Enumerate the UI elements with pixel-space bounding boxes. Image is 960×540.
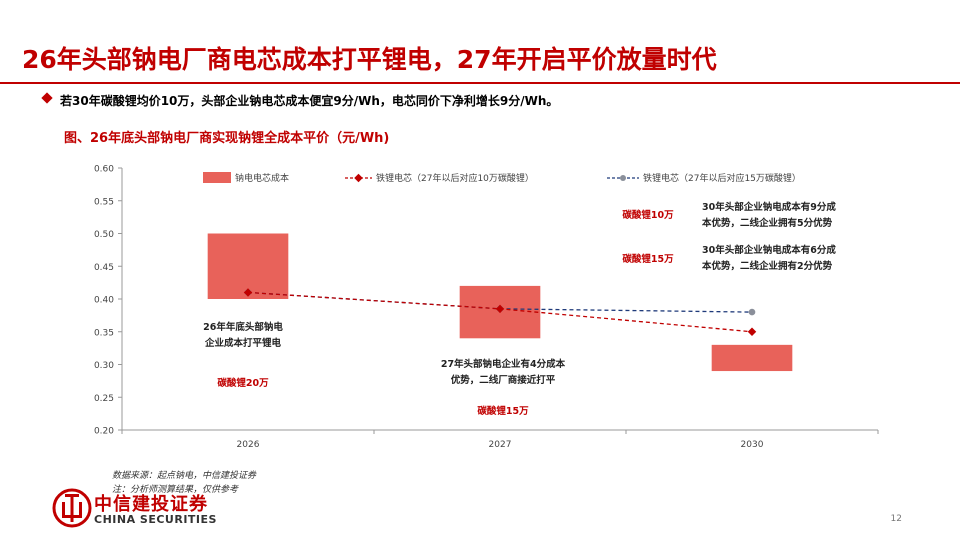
x-tick-label: 2027	[489, 440, 512, 450]
legend-swatch-bar	[203, 172, 231, 183]
annotation-2030-10w-line2: 本优势，二线企业拥有5分优势	[702, 217, 833, 229]
x-tick-label: 2030	[741, 440, 764, 450]
y-tick-label: 0.40	[94, 296, 114, 306]
bar-na-cost	[711, 344, 793, 372]
annotation-2030-15w-line1: 30年头部企业钠电成本有6分成	[702, 244, 836, 256]
y-tick-label: 0.20	[94, 427, 114, 437]
annotation-2026-line1: 26年年底头部钠电	[203, 321, 283, 333]
cost-parity-chart: 0.20 0.25 0.30 0.35 0.40 0.45 0.50 0.55 0.60 2026…	[94, 165, 879, 450]
legend-marker-15w	[620, 175, 626, 181]
legend-label-15w: 铁锂电芯（27年以后对应15万碳酸锂）	[643, 172, 801, 184]
series-point	[747, 327, 757, 336]
page-number: 12	[890, 514, 902, 524]
legend-marker-10w	[354, 173, 363, 183]
citic-logo-icon	[52, 488, 92, 528]
title-divider	[0, 82, 960, 84]
annotation-2030-10w-line1: 30年头部企业钠电成本有9分成	[702, 201, 836, 213]
figure-title: 图、26年底头部钠电厂商实现钠锂全成本平价（元/Wh)	[64, 131, 390, 146]
y-tick-label: 0.60	[94, 165, 114, 175]
key-point: 若30年碳酸锂均价10万，头部企业钠电芯成本便宜9分/Wh，电芯同价下净利增长9…	[60, 94, 559, 108]
slide-title: 26年头部钠电厂商电芯成本打平锂电，27年开启平价放量时代	[22, 45, 717, 74]
annotation-2030-li10: 碳酸锂10万	[622, 209, 674, 221]
annotation-2030-15w-line2: 本优势，二线企业拥有2分优势	[702, 260, 833, 272]
annotation-2027-li15: 碳酸锂15万	[477, 405, 529, 417]
brand-name-cn: 中信建投证券	[94, 494, 208, 515]
y-tick-label: 0.50	[94, 230, 114, 240]
remark-note: 注：分析师测算结果，仅供参考	[112, 485, 239, 495]
y-tick-label: 0.45	[94, 263, 114, 273]
series-point	[495, 304, 505, 314]
brand-name-en: CHINA SECURITIES	[94, 513, 217, 526]
series-point	[243, 288, 253, 297]
source-note: 数据来源：起点钠电，中信建投证券	[112, 471, 257, 481]
annotation-2030-li15: 碳酸锂15万	[622, 253, 674, 265]
annotation-2026-li20: 碳酸锂20万	[217, 377, 269, 389]
series-point	[748, 308, 756, 316]
annotation-2027-line2: 优势，二线厂商接近打平	[451, 374, 556, 386]
x-tick-label: 2026	[237, 440, 260, 450]
legend-label-10w: 铁锂电芯（27年以后对应10万碳酸锂）	[376, 172, 534, 184]
annotation-2026-line2: 企业成本打平锂电	[204, 337, 282, 349]
y-tick-label: 0.55	[94, 197, 114, 207]
bar-na-cost	[207, 233, 289, 299]
bullet-diamond-icon	[41, 92, 53, 104]
y-tick-label: 0.30	[94, 361, 114, 371]
legend-label-bar: 钠电电芯成本	[235, 172, 289, 184]
annotation-2027-line1: 27年头部钠电企业有4分成本	[441, 358, 566, 370]
y-tick-label: 0.35	[94, 328, 114, 338]
y-tick-label: 0.25	[94, 394, 114, 404]
